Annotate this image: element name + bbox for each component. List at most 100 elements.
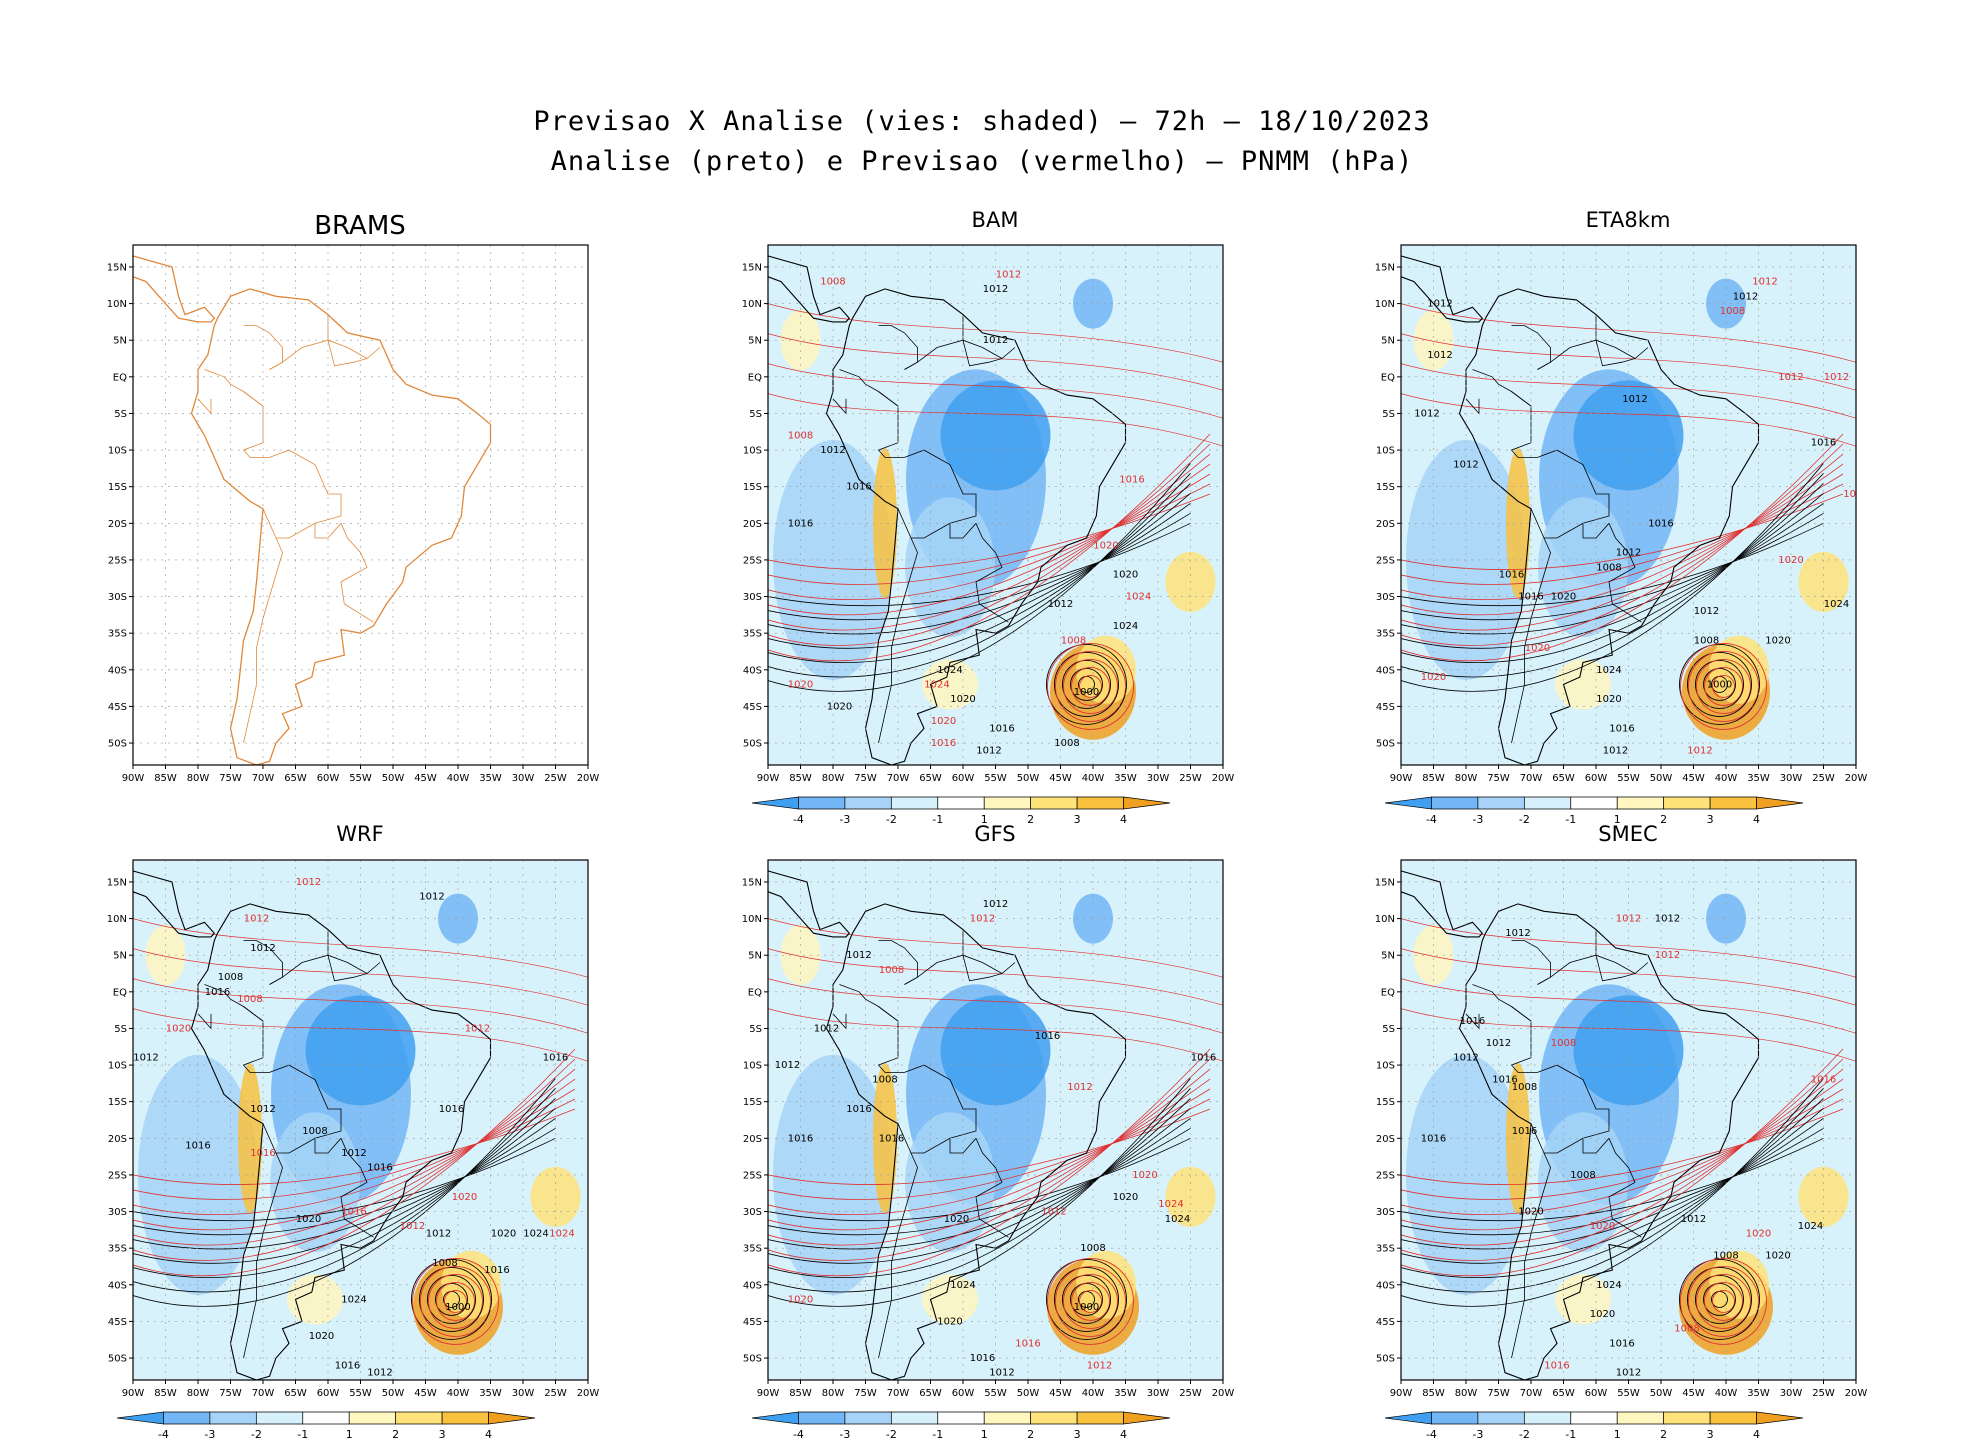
analysis-isobar bbox=[768, 512, 1191, 621]
contour-label: 1008 bbox=[237, 994, 262, 1005]
bias-shading-region bbox=[1413, 925, 1454, 986]
contour-label: 1016 bbox=[367, 1163, 392, 1174]
colorbar-label: 4 bbox=[1120, 813, 1127, 826]
lon-tick-label: 30W bbox=[1780, 773, 1803, 784]
south-america-coastline bbox=[1458, 288, 1760, 765]
analysis-isobar bbox=[1679, 1258, 1760, 1340]
contour-label: 1024 bbox=[1798, 1221, 1823, 1232]
contour-label: 1016 bbox=[1492, 1075, 1517, 1086]
forecast-isobar bbox=[768, 463, 1211, 616]
central-america-coastline bbox=[1401, 255, 1484, 323]
analysis-isobar bbox=[768, 1117, 1191, 1250]
lon-tick-label: 80W bbox=[1455, 1388, 1478, 1399]
contour-label: 1024 bbox=[1596, 665, 1621, 676]
lon-tick-label: 80W bbox=[1455, 773, 1478, 784]
forecast-isobar bbox=[1401, 493, 1844, 570]
contour-label: 1016 bbox=[543, 1053, 568, 1064]
contour-label: 1016 bbox=[205, 987, 230, 998]
colorbar-label: -3 bbox=[839, 1428, 850, 1441]
figure-title-line1: Previsao X Analise (vies: shaded) – 72h … bbox=[533, 106, 1431, 137]
forecast-isobar bbox=[133, 948, 588, 1006]
colorbar-segment bbox=[937, 1411, 985, 1425]
contour-label: 1016 bbox=[484, 1265, 509, 1276]
contour-label: 1000 bbox=[1707, 679, 1732, 690]
lon-tick-label: 55W bbox=[984, 1388, 1007, 1399]
lon-tick-label: 80W bbox=[187, 1388, 210, 1399]
forecast-isobar bbox=[1401, 978, 1856, 1034]
lat-tick-label: 15N bbox=[742, 262, 762, 273]
lat-tick-label: 5S bbox=[1382, 1024, 1395, 1035]
colorbar-segment bbox=[395, 1411, 443, 1425]
lat-tick-label: 5N bbox=[113, 951, 127, 962]
lon-tick-label: 70W bbox=[887, 1388, 910, 1399]
lat-tick-label: 45S bbox=[743, 1317, 762, 1328]
lon-tick-label: 75W bbox=[219, 1388, 242, 1399]
colorbar-segment bbox=[1076, 1411, 1124, 1425]
contour-label: 1000 bbox=[1074, 1302, 1099, 1313]
bias-shading-region bbox=[1073, 893, 1113, 944]
lat-tick-label: 10S bbox=[743, 446, 762, 457]
lon-tick-label: 45W bbox=[1682, 773, 1705, 784]
analysis-isobar bbox=[133, 1078, 556, 1307]
south-america-coastline bbox=[825, 903, 1127, 1380]
country-border bbox=[197, 398, 212, 415]
colorbar-segment bbox=[1076, 796, 1124, 810]
lat-tick-label: 5N bbox=[1381, 951, 1395, 962]
forecast-isobar bbox=[768, 483, 1211, 585]
forecast-isobar bbox=[768, 453, 1211, 631]
contour-label: 1000 bbox=[445, 1302, 470, 1313]
contour-label: 1016 bbox=[1035, 1031, 1060, 1042]
lat-tick-label: 10N bbox=[1375, 299, 1395, 310]
colorbar-label: -2 bbox=[1519, 813, 1530, 826]
bias-shading-region bbox=[1073, 278, 1113, 329]
analysis-isobar bbox=[1062, 1274, 1111, 1324]
contour-label: 1016 bbox=[1512, 1126, 1537, 1137]
lat-tick-label: 35S bbox=[1376, 1244, 1395, 1255]
contour-label: 1012 bbox=[814, 1023, 839, 1034]
country-border bbox=[1511, 325, 1551, 370]
contour-label: 1020 bbox=[166, 1023, 191, 1034]
analysis-isobar bbox=[1687, 1266, 1752, 1332]
colorbar-segment bbox=[488, 1411, 536, 1425]
colorbar-label: 4 bbox=[1753, 1428, 1760, 1441]
country-border bbox=[904, 449, 977, 539]
country-border bbox=[878, 508, 918, 744]
country-border bbox=[975, 1138, 1009, 1238]
colorbar-segment bbox=[1756, 796, 1804, 810]
analysis-isobar bbox=[419, 1266, 484, 1332]
country-border bbox=[878, 940, 918, 985]
contour-label: 1016 bbox=[1648, 518, 1673, 529]
country-border bbox=[839, 369, 899, 407]
colorbar-label: 1 bbox=[981, 813, 988, 826]
contour-label: 1020 bbox=[309, 1331, 334, 1342]
forecast-isobar bbox=[1401, 483, 1844, 585]
colorbar-label: -4 bbox=[1426, 813, 1437, 826]
country-border bbox=[1595, 314, 1636, 367]
forecast-isobar bbox=[768, 303, 1223, 363]
lat-tick-label: 20S bbox=[743, 1134, 762, 1145]
lat-tick-label: 25S bbox=[108, 555, 127, 566]
contour-label: 1012 bbox=[1414, 408, 1439, 419]
analysis-isobar bbox=[133, 1098, 556, 1278]
analysis-isobar bbox=[1401, 463, 1824, 692]
lon-tick-label: 70W bbox=[252, 773, 275, 784]
lat-tick-label: 25S bbox=[108, 1170, 127, 1181]
lon-tick-label: 40W bbox=[1715, 1388, 1738, 1399]
lon-tick-label: 75W bbox=[854, 773, 877, 784]
forecast-isobar bbox=[1401, 463, 1844, 616]
contour-label: 1020 bbox=[1590, 1221, 1615, 1232]
lon-tick-label: 65W bbox=[1552, 1388, 1575, 1399]
south-america-coastline bbox=[190, 288, 492, 765]
forecast-isobar bbox=[1401, 453, 1844, 631]
lon-tick-label: 75W bbox=[854, 1388, 877, 1399]
contour-label: 1012 bbox=[1681, 1214, 1706, 1225]
colorbar-label: -2 bbox=[251, 1428, 262, 1441]
contour-label: 1012 bbox=[465, 1023, 490, 1034]
lat-tick-label: 10S bbox=[108, 1061, 127, 1072]
lon-tick-label: 75W bbox=[1487, 1388, 1510, 1399]
forecast-isobar bbox=[768, 1008, 1223, 1062]
contour-label: 1016 bbox=[931, 738, 956, 749]
analysis-isobar bbox=[1703, 667, 1736, 701]
colorbar-label: -2 bbox=[886, 813, 897, 826]
bias-shading-region bbox=[873, 1063, 897, 1214]
